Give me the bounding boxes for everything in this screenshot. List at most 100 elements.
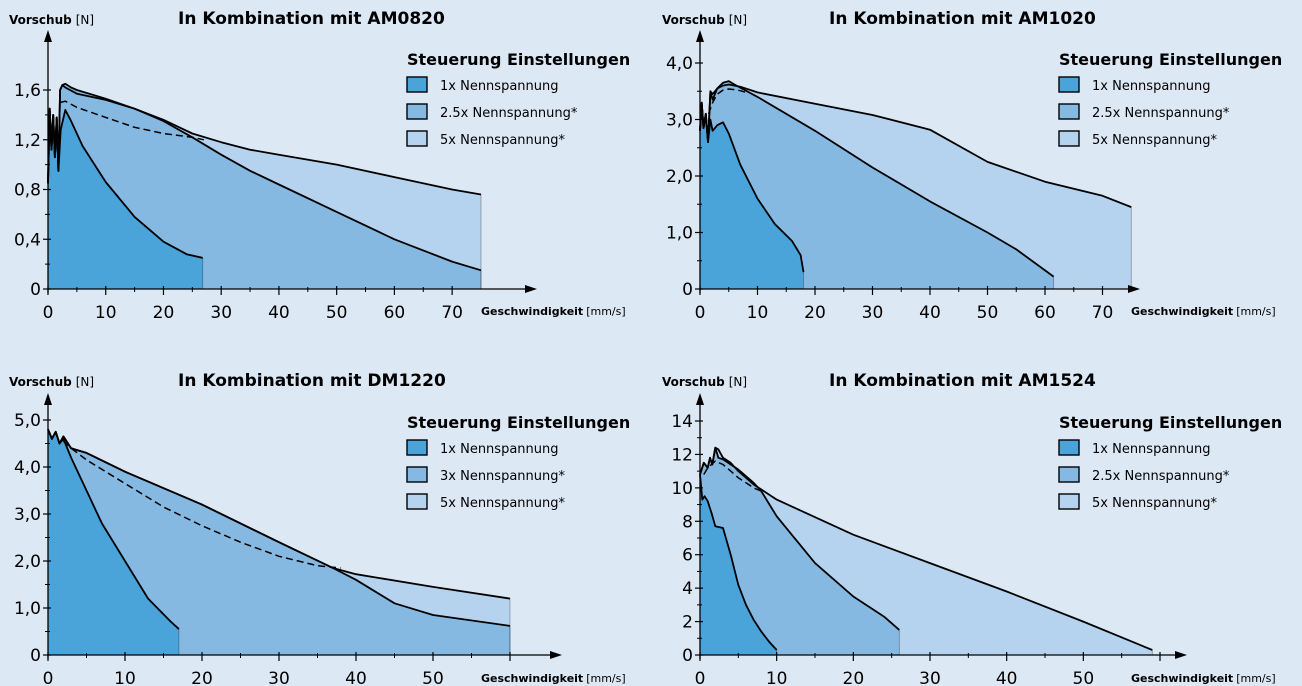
legend-title: Steuerung Einstellungen <box>1059 413 1282 432</box>
legend-swatch <box>406 439 428 456</box>
x-axis-label-unit: [mm/s] <box>1236 305 1275 318</box>
y-axis-label: Vorschub [N] <box>662 13 747 27</box>
x-tick-label: 30 <box>862 303 884 323</box>
y-tick-label: 1,2 <box>14 131 41 151</box>
chart-panel-1: 0 10 20 30 40 50 60 70 0 0,4 0,8 1,2 1,6 In Kombinati… <box>9 9 630 323</box>
y-axis-arrow-icon <box>696 30 704 42</box>
series-line-2 <box>699 446 900 631</box>
y-tick-label: 0 <box>30 280 41 300</box>
legend-title: Steuerung Einstellungen <box>407 50 630 69</box>
y-tick-label: 2,0 <box>666 167 693 187</box>
legend-swatch <box>1058 466 1080 483</box>
x-tick-label: 20 <box>843 669 865 686</box>
legend-entry: 2.5x Nennspannung* <box>1092 469 1230 484</box>
x-axis-label-name: Geschwindigkeit <box>481 305 583 318</box>
y-axis-arrow-icon <box>44 393 52 405</box>
legend-swatch <box>406 76 428 93</box>
chart-title: In Kombination mit DM1220 <box>178 371 446 391</box>
legend-entry: 3x Nennspannung* <box>440 469 565 484</box>
y-tick-label: 1,6 <box>14 81 41 101</box>
x-tick-label: 30 <box>210 303 232 323</box>
y-axis-label-name: Vorschub <box>9 13 72 27</box>
legend-swatch <box>406 493 428 510</box>
y-tick-label: 0 <box>682 280 693 300</box>
y-axis-label-name: Vorschub <box>662 375 725 389</box>
chart-panel-2: 0 10 20 30 40 50 60 70 0 1,0 2,0 3,0 4,0 In Kombinati… <box>662 9 1282 323</box>
series-line-3 <box>699 101 805 273</box>
x-tick-label: 50 <box>977 303 999 323</box>
x-tick-label: 0 <box>695 669 706 686</box>
x-tick-label: 50 <box>326 303 348 323</box>
y-tick-label: 4,0 <box>666 54 693 74</box>
x-tick-label: 50 <box>422 669 444 686</box>
legend: Steuerung Einstellungen 1x Nennspannung 2.… <box>1058 50 1282 148</box>
y-tick-label: 4,0 <box>14 458 41 478</box>
legend: Steuerung Einstellungen 1x Nennspannung 3x… <box>406 413 630 511</box>
legend-entry: 1x Nennspannung <box>1092 442 1211 457</box>
y-tick-label: 14 <box>671 412 693 432</box>
dashed-curve <box>60 100 205 141</box>
dashed-curve <box>62 440 341 569</box>
x-tick-label: 0 <box>695 303 706 323</box>
y-tick-label: 3,0 <box>666 111 693 131</box>
legend-swatch <box>1058 76 1080 93</box>
x-axis-label-name: Geschwindigkeit <box>1131 305 1233 318</box>
legend-swatch <box>1058 493 1080 510</box>
x-axis-label: Geschwindigkeit [mm/s] <box>481 672 626 685</box>
dashed-curve <box>707 88 747 115</box>
y-axis-label: Vorschub [N] <box>662 375 747 389</box>
x-tick-label: 10 <box>747 303 769 323</box>
legend-entry: 1x Nennspannung <box>440 442 559 457</box>
x-tick-label: 40 <box>268 303 290 323</box>
legend-swatch <box>1058 439 1080 456</box>
y-tick-label: 3,0 <box>14 505 41 525</box>
x-axis-label: Geschwindigkeit [mm/s] <box>1131 672 1276 685</box>
y-tick-label: 5,0 <box>14 411 41 431</box>
area-mid <box>700 447 900 655</box>
legend-entry: 2.5x Nennspannung* <box>1092 106 1230 121</box>
chart-panel-3: 0 10 20 30 40 50 0 1,0 2,0 3,0 4,0 5,0 In Kombinatio… <box>9 371 630 686</box>
x-tick-label: 30 <box>268 669 290 686</box>
chart-title: In Kombination mit AM1524 <box>829 371 1096 391</box>
y-tick-label: 0 <box>682 646 693 666</box>
x-axis-label-name: Geschwindigkeit <box>1131 672 1233 685</box>
chart-title: In Kombination mit AM0820 <box>178 9 445 29</box>
legend-entry: 2.5x Nennspannung* <box>440 106 578 121</box>
y-axis-label-name: Vorschub <box>662 13 725 27</box>
x-axis-label-unit: [mm/s] <box>586 672 625 685</box>
legend-entry: 1x Nennspannung <box>1092 79 1211 94</box>
y-axis-label: Vorschub [N] <box>9 375 94 389</box>
x-tick-label: 40 <box>996 669 1018 686</box>
x-tick-label: 60 <box>384 303 406 323</box>
x-axis-label: Geschwindigkeit [mm/s] <box>481 305 626 318</box>
series-line-3 <box>47 429 180 630</box>
area-1x <box>700 102 804 289</box>
x-tick-label: 60 <box>1034 303 1056 323</box>
x-tick-label: 20 <box>153 303 175 323</box>
y-axis-label-unit: [N] <box>729 375 747 389</box>
series-line-3 <box>699 474 778 651</box>
y-tick-label: 0,8 <box>14 181 41 201</box>
y-axis-label-unit: [N] <box>729 13 747 27</box>
y-tick-label: 12 <box>671 445 693 465</box>
y-axis-label-unit: [N] <box>76 13 94 27</box>
x-axis-arrow-icon <box>1175 651 1187 659</box>
legend-entry: 5x Nennspannung* <box>1092 133 1217 148</box>
y-tick-label: 0 <box>30 646 41 666</box>
legend: Steuerung Einstellungen 1x Nennspannung 2.… <box>1058 413 1282 511</box>
legend-title: Steuerung Einstellungen <box>407 413 630 432</box>
legend-entry: 5x Nennspannung* <box>440 133 565 148</box>
y-tick-label: 2 <box>682 613 693 633</box>
chart-title: In Kombination mit AM1020 <box>829 9 1096 29</box>
chart-panel-4: 0 10 20 30 40 50 0 2 4 6 8 10 12 14 In Kombination mit… <box>662 371 1282 686</box>
x-tick-label: 0 <box>43 669 54 686</box>
legend-entry: 5x Nennspannung* <box>1092 496 1217 511</box>
y-tick-label: 1,0 <box>14 599 41 619</box>
legend-title: Steuerung Einstellungen <box>1059 50 1282 69</box>
legend-entry: 5x Nennspannung* <box>440 496 565 511</box>
x-tick-label: 50 <box>1073 669 1095 686</box>
legend-swatch <box>1058 130 1080 147</box>
y-tick-label: 1,0 <box>666 224 693 244</box>
y-tick-label: 2,0 <box>14 552 41 572</box>
y-tick-label: 8 <box>682 512 693 532</box>
